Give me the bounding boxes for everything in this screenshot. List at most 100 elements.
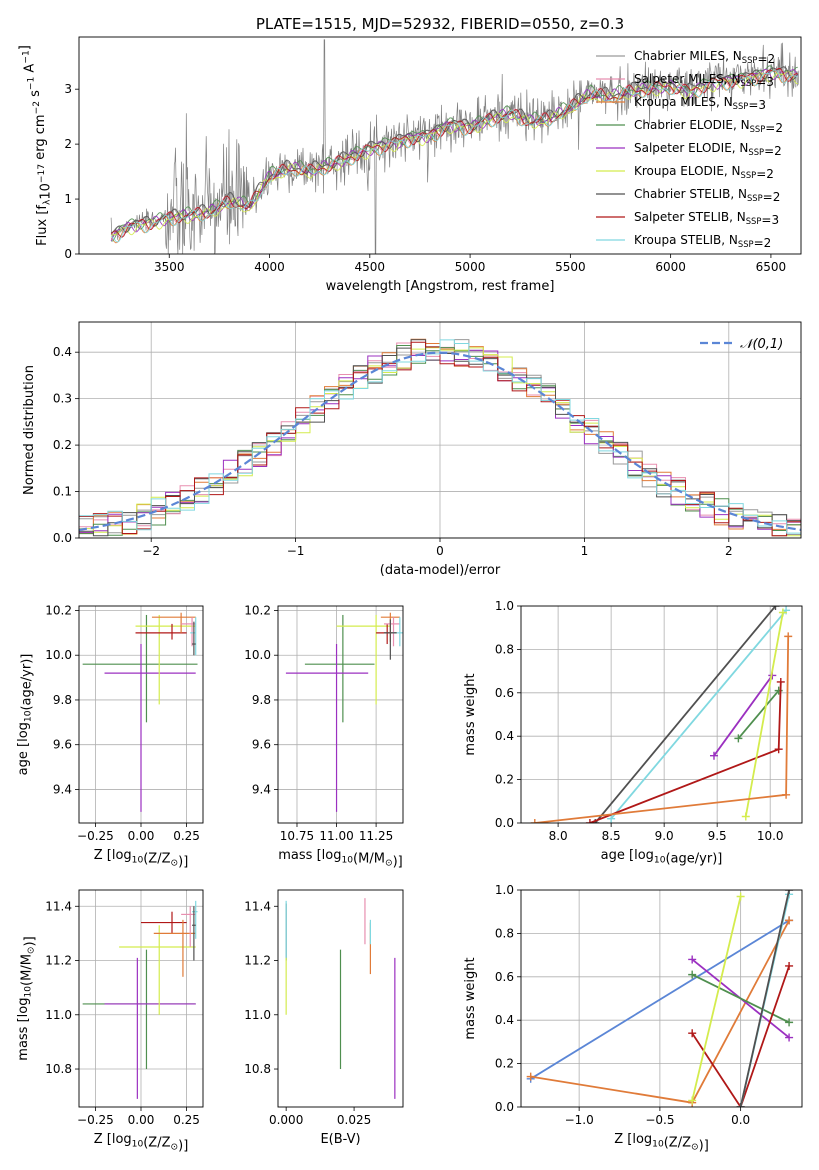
y-tick-label: 0 <box>64 247 72 261</box>
x-tick-label: 6500 <box>756 260 787 274</box>
figure-title: PLATE=1515, MJD=52932, FIBERID=0550, z=0… <box>256 15 624 33</box>
y-tick-label: 0.6 <box>495 970 514 984</box>
mass-weight-marker <box>771 606 780 610</box>
x-tick-label: −1.0 <box>565 1113 594 1127</box>
mass-weight-line <box>744 612 784 817</box>
x-tick-label: −0.25 <box>77 1113 114 1127</box>
x-tick-label: 8.0 <box>549 829 568 843</box>
x-tick-label: 8.5 <box>602 829 621 843</box>
x-tick-label: 0.25 <box>173 829 200 843</box>
plot-area <box>110 39 800 254</box>
axes-panel-6: 0.000 0.025 10.8 11.0 11.2 11.4 E(B-V) <box>244 889 404 1147</box>
x-tick-label: 4500 <box>355 260 386 274</box>
axes-panel-4: 8.0 8.5 9.0 9.5 10.0 0.0 0.2 0.4 0.6 0.8 1.0 age [l… <box>463 599 803 866</box>
y-axis-label: age [log10(age/yr)] <box>16 654 34 776</box>
mass-weight-line <box>610 609 787 820</box>
legend-entry: Kroupa ELODIE, NSSP=2 <box>634 164 774 181</box>
mass-weight-marker <box>526 1072 535 1081</box>
x-tick-label: 9.5 <box>708 829 727 843</box>
y-tick-label: 11.4 <box>45 899 72 913</box>
legend-entry: Chabrier ELODIE, NSSP=2 <box>634 118 783 135</box>
x-tick-label: 2 <box>725 544 733 558</box>
residual-histogram-step <box>79 339 801 536</box>
y-tick-label: 0.2 <box>495 1057 514 1071</box>
legend-entry: Salpeter MILES, NSSP=3 <box>634 72 774 89</box>
y-tick-label: 10.2 <box>244 603 271 617</box>
axes-frame <box>78 321 802 539</box>
axes-panel-0: 3500 4000 4500 5000 5500 6000 6500 0 1 2 3 waveleng… <box>17 36 802 294</box>
mass-weight-line <box>739 890 790 1107</box>
y-axis-label: mass [log10(M/M⊙)] <box>16 936 38 1060</box>
x-tick-label: 0.000 <box>269 1113 303 1127</box>
y-tick-label: 0.6 <box>495 686 514 700</box>
y-tick-label: 0.3 <box>53 392 72 406</box>
x-axis-label: age [log10(age/yr)] <box>601 848 723 866</box>
x-tick-label: 3500 <box>154 260 185 274</box>
axes-frame <box>78 36 802 255</box>
plot-area <box>278 606 403 823</box>
y-tick-label: 0.4 <box>495 1013 514 1027</box>
legend-entry: 𝒩(0,1) <box>740 337 783 352</box>
x-tick-label: 6000 <box>655 260 686 274</box>
x-tick-label: 0.0 <box>731 1113 750 1127</box>
y-axis-label: mass weight <box>463 673 478 755</box>
mass-weight-marker <box>785 916 794 925</box>
mass-weight-line <box>594 606 777 823</box>
x-axis-label: mass [log10(M/M⊙)] <box>278 848 402 870</box>
y-tick-label: 0.0 <box>495 816 514 830</box>
mass-weight-marker <box>785 1033 794 1042</box>
y-axis-label: Flux [fλ10−17 erg cm−2 s−1 A−1] <box>17 45 53 246</box>
plot-area <box>79 890 203 1107</box>
y-tick-label: 3 <box>64 82 72 96</box>
y-tick-label: 1.0 <box>495 883 514 897</box>
mass-weight-marker <box>734 734 743 743</box>
mass-weight-marker <box>741 812 750 821</box>
y-tick-label: 0.2 <box>53 438 72 452</box>
mass-weight-line <box>530 919 790 1080</box>
x-axis-label: (data-model)/error <box>380 563 501 578</box>
mass-weight-marker <box>776 677 785 686</box>
plot-area <box>79 322 801 538</box>
plot-area <box>521 890 802 1107</box>
axes-panel-2: −0.25 0.00 0.25 9.4 9.6 9.8 10.0 10.2 Z [log10(Z… <box>16 603 204 870</box>
y-tick-label: 9.8 <box>53 693 72 707</box>
mass-weight-line <box>737 690 780 739</box>
mass-weight-marker <box>778 608 787 617</box>
legend-entry: Kroupa MILES, NSSP=3 <box>634 95 766 112</box>
x-tick-label: 11.00 <box>319 829 353 843</box>
y-axis-label: Normed distribution <box>22 365 37 495</box>
mass-weight-marker <box>709 751 718 760</box>
mass-weight-marker <box>736 1103 745 1107</box>
model-spectrum-line <box>110 66 799 234</box>
mass-weight-marker <box>785 1018 794 1027</box>
mass-weight-marker <box>688 1029 697 1038</box>
x-tick-label: 1 <box>581 544 589 558</box>
plot-area <box>79 606 203 823</box>
mass-weight-marker <box>736 892 745 901</box>
y-tick-label: 9.4 <box>252 782 271 796</box>
x-tick-label: 5000 <box>455 260 486 274</box>
axes-frame <box>277 605 404 824</box>
x-tick-label: 0.00 <box>128 1113 155 1127</box>
y-tick-label: 9.6 <box>252 738 271 752</box>
x-tick-label: −0.25 <box>77 829 114 843</box>
axes-frame <box>78 605 204 824</box>
mass-weight-marker <box>688 955 697 964</box>
y-tick-label: 1.0 <box>495 599 514 613</box>
y-tick-label: 9.4 <box>53 782 72 796</box>
mass-weight-marker <box>785 961 794 970</box>
mass-weight-marker <box>688 970 697 979</box>
axes-panel-7: −1.0 −0.5 0.0 0.0 0.2 0.4 0.6 0.8 1.0 Z [log10(Z/… <box>463 883 803 1154</box>
x-tick-label: 5500 <box>555 260 586 274</box>
y-tick-label: 10.8 <box>45 1062 72 1076</box>
x-tick-label: −0.5 <box>645 1113 674 1127</box>
axes-frame <box>520 889 803 1108</box>
axes-frame <box>520 605 803 824</box>
axes-panel-3: 10.75 11.00 11.25 9.4 9.6 9.8 10.0 10.2 mass [lo… <box>244 603 404 870</box>
x-tick-label: 0.025 <box>337 1113 371 1127</box>
y-tick-label: 0.4 <box>53 345 72 359</box>
x-tick-label: 11.25 <box>359 829 393 843</box>
x-tick-label: 4000 <box>254 260 285 274</box>
x-tick-label: 0 <box>436 544 444 558</box>
